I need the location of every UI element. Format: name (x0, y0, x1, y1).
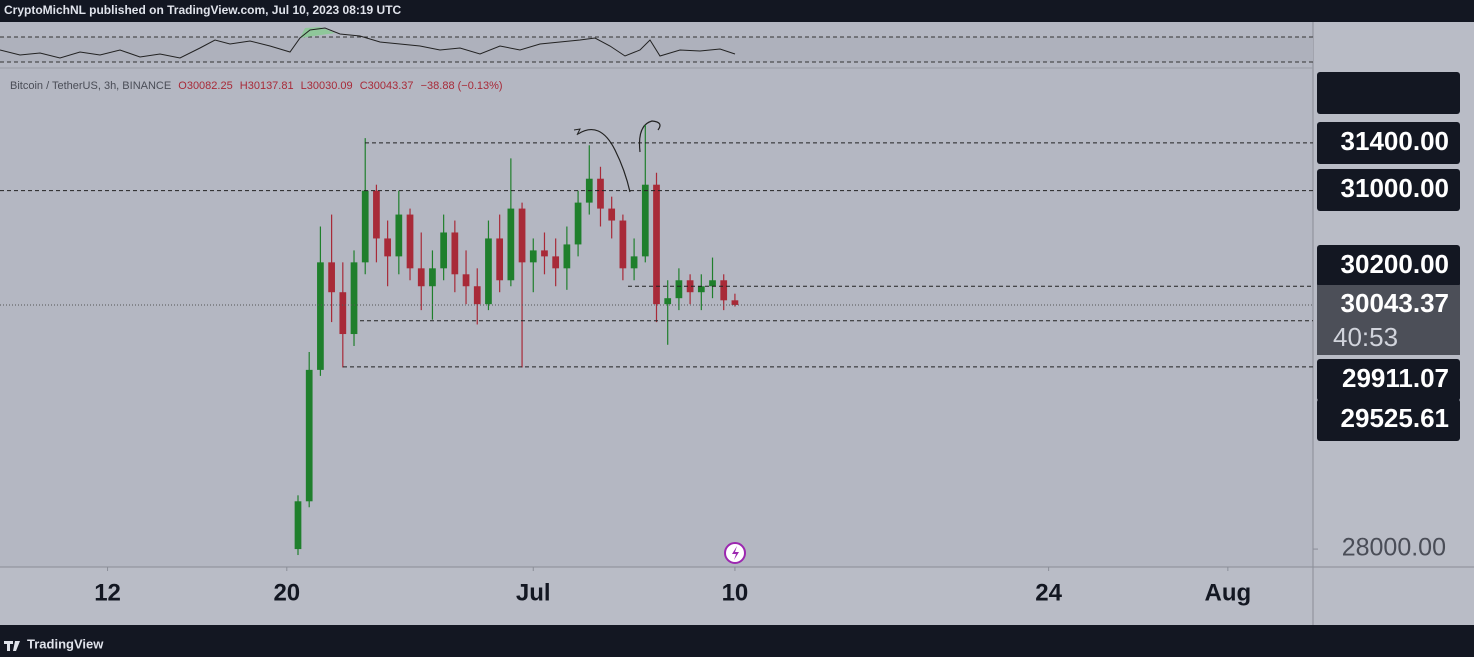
price-label: 30200.00 (1341, 249, 1449, 279)
y-tick-label: 28000.00 (1342, 534, 1446, 562)
price-label-box (1317, 122, 1460, 164)
series (294, 124, 739, 556)
candle-body (541, 250, 548, 257)
price-label-box (1317, 245, 1460, 287)
candle-body (339, 292, 347, 335)
candle-body (328, 262, 335, 293)
last-price-box (1317, 285, 1460, 355)
candle-body (373, 190, 380, 239)
event-icon-bolt (732, 546, 739, 560)
price-label: 29525.61 (1341, 403, 1449, 433)
candle-body (518, 208, 526, 263)
candle-body (686, 280, 694, 293)
candle-body (630, 256, 638, 269)
candle-body (462, 274, 470, 287)
price-label-box (1317, 169, 1460, 211)
candle-body (429, 268, 436, 287)
candle-body (731, 300, 739, 305)
x-tick-label: 12 (94, 579, 121, 606)
candle-body (529, 250, 537, 263)
candle-body (641, 184, 649, 257)
price-label: 31400.00 (1341, 126, 1449, 156)
indicator-line (0, 27, 736, 59)
price-label-box (1317, 72, 1460, 114)
candle-body (406, 214, 414, 269)
legend-close: C30043.37 (360, 80, 414, 92)
x-tick-label: 20 (273, 579, 300, 606)
candle-body (653, 184, 660, 305)
candle-body (697, 286, 705, 293)
candle-body (294, 501, 302, 550)
candle-body (451, 232, 459, 275)
candle-body (496, 238, 504, 281)
legend-change: −38.88 (−0.13%) (421, 80, 503, 92)
publisher: CryptoMichNL published on TradingView.co… (4, 3, 402, 17)
candle-body (597, 178, 604, 209)
logo (4, 641, 20, 651)
arrow-annotation (577, 129, 631, 193)
candle-body (720, 280, 728, 301)
candle-body (619, 220, 627, 269)
candle-body (384, 238, 391, 257)
candle-body (417, 268, 425, 287)
candle-body (574, 202, 582, 245)
x-tick-label: Aug (1205, 579, 1252, 606)
price-label-box (1317, 359, 1460, 401)
candle-body (552, 256, 560, 269)
legend: Bitcoin / TetherUS, 3h, BINANCE O30082.2… (10, 80, 503, 92)
legend-high: H30137.81 (240, 80, 294, 92)
candle-body (317, 262, 324, 370)
legend-low: L30030.09 (301, 80, 353, 92)
candle-body (507, 208, 515, 281)
candle-body (608, 208, 616, 221)
price-label-box (1317, 399, 1460, 441)
bottom-bar (0, 625, 1474, 657)
legend-symbol: Bitcoin / TetherUS, 3h, BINANCE (10, 80, 171, 92)
candle-body (440, 232, 448, 269)
candle-body (485, 238, 492, 305)
candle-body (675, 280, 683, 299)
candle-body (395, 214, 403, 257)
time-axis-bg (0, 567, 1313, 625)
candle-body (305, 369, 313, 502)
candle-body (473, 286, 481, 305)
x-tick-label: 24 (1035, 579, 1062, 606)
indicator-fill (300, 27, 335, 38)
arrow-annotation (638, 120, 661, 153)
last-price-label: 30043.37 (1341, 288, 1449, 318)
x-tick-label: 10 (722, 579, 749, 606)
price-label: 29911.07 (1342, 363, 1449, 393)
candle-body (563, 244, 571, 269)
candle-body (709, 280, 716, 287)
price-label: 31000.00 (1341, 173, 1449, 203)
candle-body (361, 190, 369, 263)
candle-body (664, 298, 672, 305)
legend-open: O30082.25 (178, 80, 232, 92)
x-tick-label: Jul (516, 579, 551, 606)
candle-body (350, 262, 358, 335)
countdown: 40:53 (1333, 322, 1398, 352)
top-bar (0, 0, 1474, 22)
arrow-head (573, 128, 581, 136)
brand: TradingView (27, 636, 104, 651)
